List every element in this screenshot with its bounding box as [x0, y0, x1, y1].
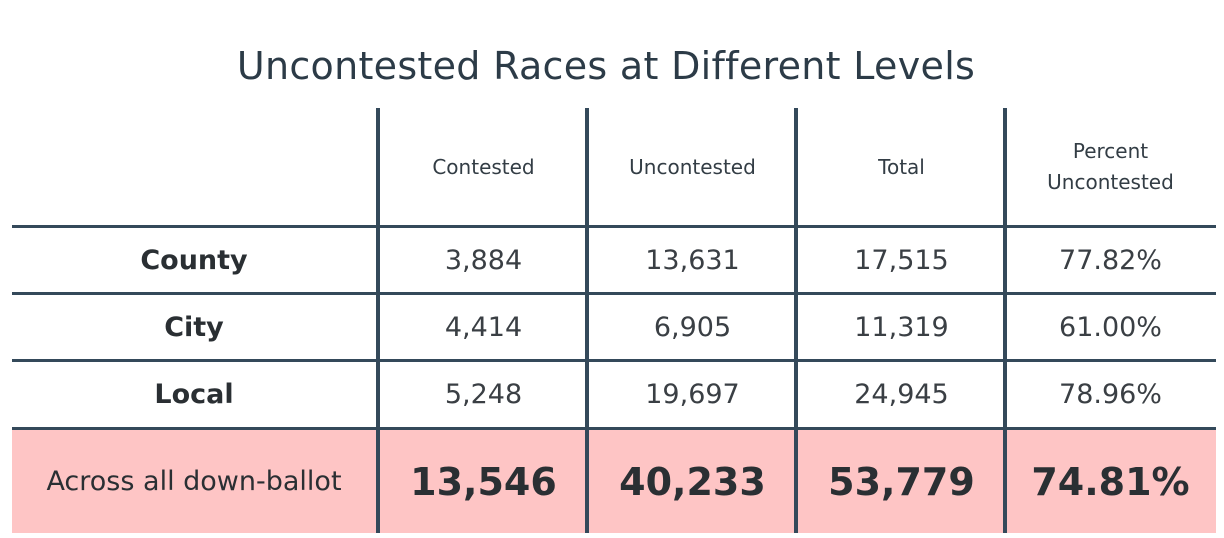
cell-total-total: 53,779 [828, 459, 975, 504]
cell-local-percent: 78.96% [1059, 379, 1162, 410]
cell-total-contested: 13,546 [410, 459, 557, 504]
grid-line-row2-bottom [12, 359, 1216, 362]
header-contested: Contested [432, 154, 535, 179]
chart-title: Uncontested Races at Different Levels [236, 44, 976, 88]
cell-local-total: 24,945 [854, 379, 949, 410]
grid-line-col4 [1003, 108, 1007, 533]
cell-total-uncontested: 40,233 [619, 459, 766, 504]
cell-local-contested: 5,248 [444, 379, 523, 410]
cell-county-percent: 77.82% [1059, 245, 1162, 276]
cell-city-percent: 61.00% [1059, 312, 1162, 343]
row-label-county: County [140, 245, 248, 276]
cell-city-contested: 4,414 [444, 312, 523, 343]
row-label-all-down-ballot: Across all down-ballot [46, 465, 342, 497]
header-total: Total [878, 154, 925, 179]
cell-total-percent: 74.81% [1031, 459, 1190, 504]
grid-line-row3-bottom [12, 427, 1216, 430]
cell-local-uncontested: 19,697 [645, 379, 740, 410]
cell-county-contested: 3,884 [444, 245, 523, 276]
total-row-background [12, 430, 1216, 533]
header-uncontested: Uncontested [629, 154, 756, 179]
grid-line-col1 [376, 108, 380, 533]
grid-line-header-bottom [12, 225, 1216, 228]
row-label-local: Local [154, 379, 234, 410]
grid-line-col3 [794, 108, 798, 533]
header-percent-uncontested: Percent Uncontested [1047, 139, 1174, 194]
cell-city-total: 11,319 [854, 312, 949, 343]
cell-county-total: 17,515 [854, 245, 949, 276]
grid-line-row1-bottom [12, 292, 1216, 295]
grid-line-col2 [585, 108, 589, 533]
cell-county-uncontested: 13,631 [645, 245, 740, 276]
cell-city-uncontested: 6,905 [653, 312, 732, 343]
row-label-city: City [164, 312, 224, 343]
